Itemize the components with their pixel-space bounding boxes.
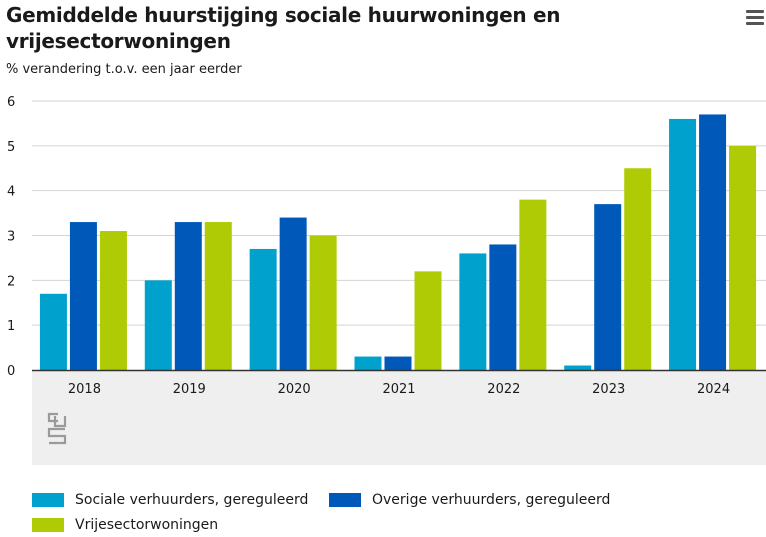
bar-2019-series-2[interactable] — [204, 222, 232, 370]
bar-2018-series-1[interactable] — [69, 222, 97, 370]
x-tick-label: 2022 — [487, 382, 520, 397]
grid-lines — [32, 100, 766, 326]
bar-2019-series-0[interactable] — [144, 280, 172, 370]
bar-2023-series-1[interactable] — [594, 204, 622, 370]
legend-item-sociale[interactable]: Sociale verhuurders, gereguleerd — [32, 492, 308, 508]
bar-2020-series-0[interactable] — [249, 248, 277, 370]
bar-2023-series-0[interactable] — [564, 365, 592, 370]
legend-swatch-sociale — [32, 493, 64, 507]
axes: 0 1 2 3 4 5 6 2018 2019 2020 2021 2022 2023 2024 — [7, 95, 766, 397]
bar-2019-series-1[interactable] — [174, 222, 202, 370]
x-tick-label: 2023 — [592, 382, 625, 397]
y-tick-label: 2 — [7, 274, 15, 289]
x-tick-label: 2021 — [382, 382, 415, 397]
chart-title: Gemiddelde huurstijging sociale huurwoni… — [6, 3, 561, 53]
bar-2024-series-2[interactable] — [729, 145, 757, 370]
y-tick-label: 0 — [7, 364, 15, 379]
bar-2020-series-1[interactable] — [279, 217, 307, 370]
bar-2024-series-0[interactable] — [669, 118, 697, 370]
legend-item-overige[interactable]: Overige verhuurders, gereguleerd — [329, 492, 610, 508]
legend-swatch-overige — [329, 493, 361, 507]
cbs-logo-icon — [47, 412, 67, 445]
x-tick-label: 2020 — [278, 382, 311, 397]
bar-2018-series-2[interactable] — [99, 231, 127, 370]
bar-2022-series-2[interactable] — [519, 199, 547, 370]
bar-2023-series-2[interactable] — [624, 168, 652, 370]
x-tick-label: 2024 — [697, 382, 730, 397]
footer-band — [32, 371, 766, 465]
legend-label-sociale: Sociale verhuurders, gereguleerd — [75, 492, 309, 508]
bar-2020-series-2[interactable] — [309, 235, 337, 371]
x-tick-label: 2018 — [68, 382, 101, 397]
legend-item-vrije[interactable]: Vrijesectorwoningen — [32, 517, 218, 533]
bar-2022-series-1[interactable] — [489, 244, 517, 370]
bar-2021-series-1[interactable] — [384, 356, 412, 370]
bar-2018-series-0[interactable] — [39, 293, 67, 370]
hamburger-menu-icon[interactable] — [746, 10, 764, 28]
menu-bar — [746, 16, 764, 19]
legend: Sociale verhuurders, gereguleerd Overige… — [32, 488, 732, 536]
y-tick-label: 4 — [7, 185, 15, 200]
menu-bar — [746, 22, 764, 25]
menu-bar — [746, 10, 764, 13]
bars — [39, 114, 757, 371]
bar-2024-series-1[interactable] — [699, 114, 727, 370]
legend-label-overige: Overige verhuurders, gereguleerd — [372, 492, 611, 508]
y-tick-label: 1 — [7, 319, 15, 334]
bar-chart: 0 1 2 3 4 5 6 2018 2019 2020 2021 2022 2023 2024 — [7, 95, 766, 397]
bar-2021-series-2[interactable] — [414, 271, 442, 370]
chart-subtitle: % verandering t.o.v. een jaar eerder — [6, 62, 242, 77]
x-tick-label: 2019 — [173, 382, 206, 397]
bar-2022-series-0[interactable] — [459, 253, 487, 370]
legend-swatch-vrije — [32, 518, 64, 532]
y-tick-label: 5 — [7, 140, 15, 155]
y-tick-label: 6 — [7, 95, 15, 110]
bar-2021-series-0[interactable] — [354, 356, 382, 370]
legend-label-vrije: Vrijesectorwoningen — [75, 517, 219, 533]
y-tick-label: 3 — [7, 230, 15, 245]
